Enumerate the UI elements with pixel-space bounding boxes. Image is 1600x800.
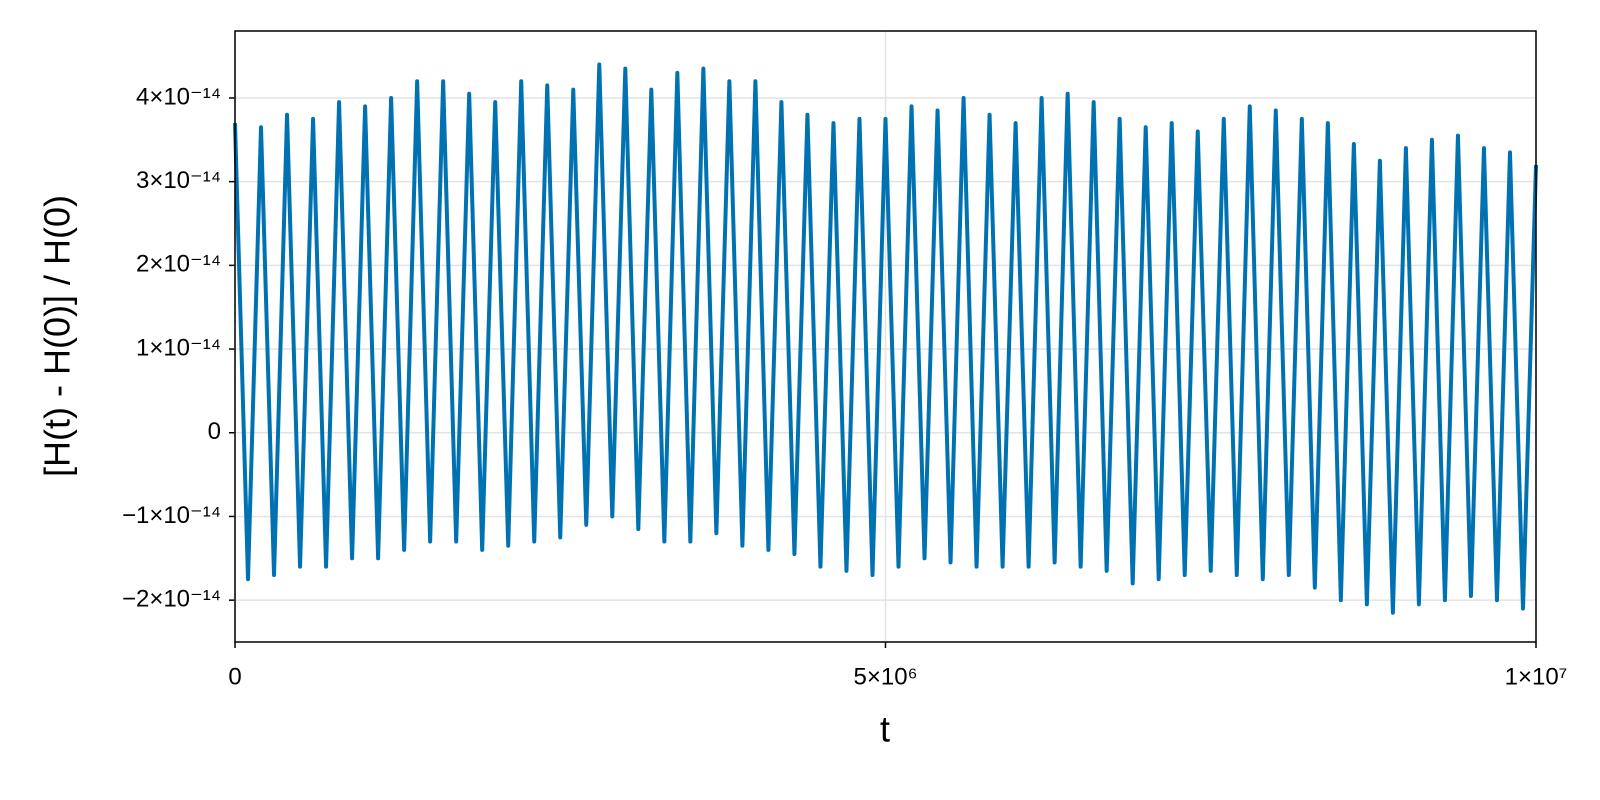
data-line (233, 62, 1538, 615)
y-tick-label: 2×10⁻¹⁴ (136, 251, 221, 278)
y-tick-label: 4×10⁻¹⁴ (136, 83, 221, 110)
x-tick-label: 5×10⁶ (854, 663, 918, 690)
y-tick-label: −1×10⁻¹⁴ (122, 502, 221, 529)
y-tick-label: 3×10⁻¹⁴ (136, 167, 221, 194)
y-tick-label: −2×10⁻¹⁴ (122, 585, 221, 612)
x-axis-label: t (880, 709, 890, 750)
y-axis-label: [H(t) - H(0)] / H(0) (37, 195, 78, 477)
y-tick-label: 1×10⁻¹⁴ (136, 334, 221, 361)
x-tick-label: 0 (228, 663, 241, 690)
plot-frame (234, 30, 1537, 643)
x-tick-label: 1×10⁷ (1505, 663, 1568, 690)
y-tick-label: 0 (208, 418, 221, 445)
